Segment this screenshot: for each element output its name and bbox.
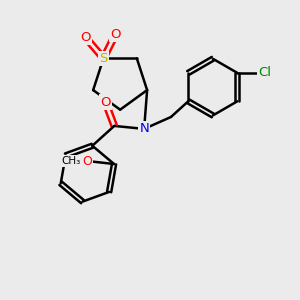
Text: N: N bbox=[139, 122, 149, 135]
Text: O: O bbox=[80, 31, 91, 44]
Text: O: O bbox=[100, 95, 111, 109]
Text: O: O bbox=[110, 28, 121, 41]
Text: S: S bbox=[99, 52, 108, 65]
Text: Cl: Cl bbox=[258, 66, 271, 80]
Text: O: O bbox=[82, 154, 92, 167]
Text: CH₃: CH₃ bbox=[61, 156, 80, 166]
